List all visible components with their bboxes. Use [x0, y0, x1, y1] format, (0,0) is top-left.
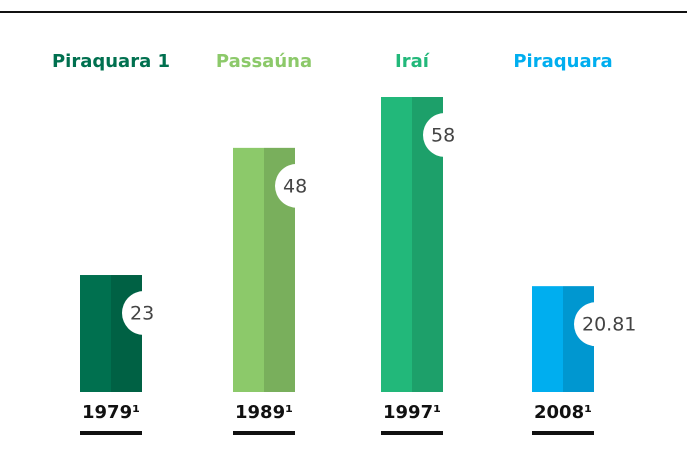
series-name: Piraquara: [513, 51, 612, 72]
year-underline: [80, 431, 142, 435]
value-label: 23: [130, 303, 154, 325]
x-tick-label: 2008¹: [534, 402, 592, 423]
year-underline: [532, 431, 594, 435]
value-badge: [574, 302, 649, 347]
year-underline: [381, 431, 443, 435]
value-badge: [275, 163, 320, 208]
value-label: 48: [283, 175, 307, 197]
year-underline: [233, 431, 295, 435]
value-badge: [423, 113, 468, 157]
x-tick-label: 1997¹: [383, 402, 441, 423]
value-label: 58: [431, 125, 455, 147]
value-label: 20.81: [582, 314, 636, 336]
series-name: Passaúna: [216, 51, 312, 72]
bar: [80, 275, 142, 392]
series-name: Piraquara 1: [52, 51, 170, 72]
x-tick-label: 1989¹: [235, 402, 293, 423]
value-badge: [122, 291, 167, 336]
x-tick-label: 1979¹: [82, 402, 140, 423]
series-name: Iraí: [395, 51, 430, 72]
